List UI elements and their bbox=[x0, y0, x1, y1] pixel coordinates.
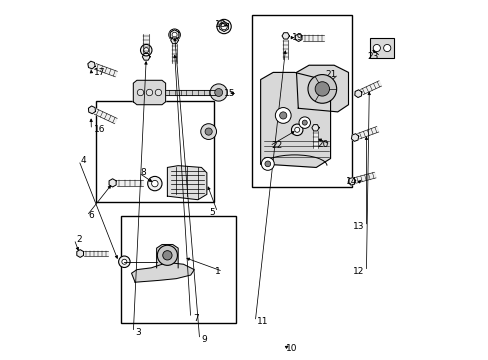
Polygon shape bbox=[109, 179, 116, 187]
Text: 15: 15 bbox=[223, 89, 235, 98]
Polygon shape bbox=[94, 64, 117, 77]
Circle shape bbox=[217, 19, 231, 34]
Polygon shape bbox=[88, 106, 95, 114]
Text: 19: 19 bbox=[291, 33, 303, 42]
Circle shape bbox=[279, 112, 286, 119]
Circle shape bbox=[294, 127, 299, 132]
Polygon shape bbox=[171, 44, 177, 63]
Polygon shape bbox=[354, 172, 375, 183]
Text: 13: 13 bbox=[352, 222, 364, 231]
Circle shape bbox=[383, 44, 390, 51]
Text: 8: 8 bbox=[141, 168, 146, 177]
Polygon shape bbox=[302, 35, 324, 41]
Circle shape bbox=[298, 117, 310, 129]
Circle shape bbox=[172, 32, 177, 37]
Text: 14: 14 bbox=[345, 177, 356, 186]
Circle shape bbox=[119, 256, 130, 267]
Circle shape bbox=[214, 89, 222, 96]
Text: 16: 16 bbox=[93, 125, 105, 134]
Text: 1: 1 bbox=[215, 267, 221, 276]
Polygon shape bbox=[357, 126, 378, 139]
Polygon shape bbox=[156, 244, 178, 268]
Text: 11: 11 bbox=[257, 317, 268, 326]
Bar bbox=[251, 15, 351, 187]
Circle shape bbox=[261, 157, 274, 170]
Circle shape bbox=[314, 82, 329, 96]
Circle shape bbox=[275, 108, 290, 123]
Bar bbox=[369, 39, 394, 58]
Text: 17: 17 bbox=[93, 68, 105, 77]
Text: 5: 5 bbox=[209, 208, 215, 217]
Polygon shape bbox=[354, 90, 361, 98]
Polygon shape bbox=[167, 166, 206, 200]
Circle shape bbox=[264, 161, 270, 167]
Polygon shape bbox=[347, 177, 355, 185]
Polygon shape bbox=[283, 40, 288, 59]
Circle shape bbox=[147, 176, 162, 191]
Circle shape bbox=[140, 44, 152, 56]
Circle shape bbox=[163, 251, 172, 260]
Polygon shape bbox=[84, 251, 107, 256]
Circle shape bbox=[151, 180, 158, 187]
Bar bbox=[96, 101, 214, 202]
Polygon shape bbox=[133, 80, 165, 105]
Polygon shape bbox=[311, 125, 319, 131]
Polygon shape bbox=[88, 61, 95, 69]
Polygon shape bbox=[312, 131, 318, 148]
Circle shape bbox=[146, 89, 152, 96]
Polygon shape bbox=[282, 33, 289, 39]
Circle shape bbox=[372, 44, 380, 51]
Text: 2: 2 bbox=[76, 235, 82, 244]
Polygon shape bbox=[142, 54, 150, 60]
Circle shape bbox=[210, 84, 227, 101]
Circle shape bbox=[291, 124, 303, 135]
Text: 18: 18 bbox=[214, 19, 226, 28]
Text: 7: 7 bbox=[192, 314, 198, 323]
Text: 21: 21 bbox=[324, 70, 336, 79]
Circle shape bbox=[137, 89, 143, 96]
Text: 12: 12 bbox=[352, 267, 364, 276]
Circle shape bbox=[307, 75, 336, 103]
Circle shape bbox=[302, 120, 306, 125]
Circle shape bbox=[155, 89, 162, 96]
Circle shape bbox=[204, 128, 212, 135]
Circle shape bbox=[122, 259, 126, 264]
Circle shape bbox=[157, 245, 177, 265]
Circle shape bbox=[221, 23, 227, 30]
Polygon shape bbox=[94, 109, 117, 124]
Text: 20: 20 bbox=[316, 140, 328, 149]
Polygon shape bbox=[117, 180, 143, 186]
Text: 4: 4 bbox=[81, 156, 86, 165]
Polygon shape bbox=[77, 249, 83, 257]
Circle shape bbox=[143, 48, 148, 53]
Text: 6: 6 bbox=[89, 211, 94, 220]
Circle shape bbox=[172, 32, 177, 37]
Circle shape bbox=[168, 29, 180, 41]
Text: 10: 10 bbox=[285, 344, 297, 353]
Polygon shape bbox=[295, 34, 302, 41]
Text: 23: 23 bbox=[366, 52, 378, 61]
Polygon shape bbox=[170, 37, 178, 44]
Polygon shape bbox=[260, 72, 330, 167]
Polygon shape bbox=[170, 30, 179, 40]
Circle shape bbox=[201, 124, 216, 139]
Text: 9: 9 bbox=[202, 335, 207, 344]
Text: 3: 3 bbox=[135, 328, 141, 337]
Bar bbox=[121, 216, 235, 323]
Polygon shape bbox=[360, 81, 381, 95]
Polygon shape bbox=[131, 262, 194, 282]
Text: 22: 22 bbox=[271, 141, 283, 150]
Polygon shape bbox=[351, 134, 358, 141]
Polygon shape bbox=[165, 90, 215, 95]
Polygon shape bbox=[143, 34, 149, 53]
Polygon shape bbox=[296, 65, 348, 112]
